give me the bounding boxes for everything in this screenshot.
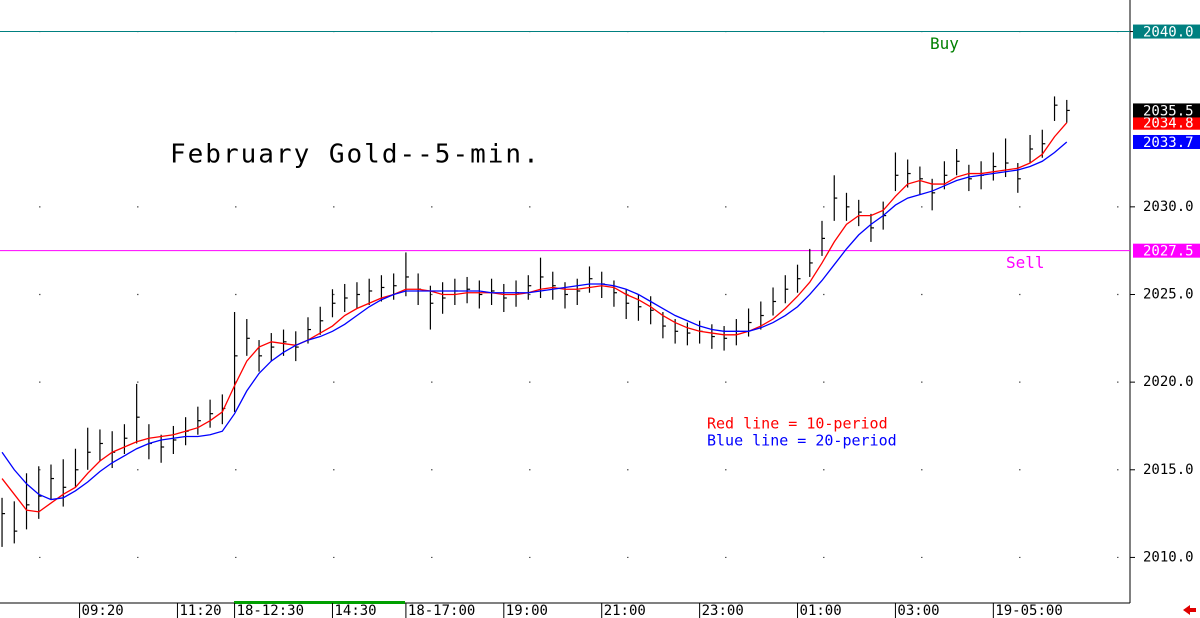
last-value-label: 2035.5 [1143, 103, 1194, 119]
x-tick-label: 14:30 [334, 603, 376, 618]
level-badge [1133, 24, 1200, 39]
last-value-badge [1133, 115, 1200, 130]
moving-average-line [1, 122, 1068, 513]
level-badge-label: 2027.5 [1143, 244, 1194, 260]
annotation: Blue line = 20-period [707, 432, 897, 450]
x-tick-label: 11:20 [179, 603, 221, 618]
x-tick-label: 21:00 [604, 603, 646, 618]
moving-average-line [1, 141, 1068, 501]
x-tick-label: 19-05:00 [995, 603, 1062, 618]
x-tick-label: 18-17:00 [408, 603, 475, 618]
session-highlight [234, 601, 405, 604]
y-tick-label: 2010.0 [1143, 549, 1194, 565]
chart-title: February Gold--5-min. [170, 140, 541, 170]
scroll-arrow[interactable] [1183, 605, 1196, 615]
y-tick-label: 2015.0 [1143, 462, 1194, 478]
last-value-label: 2033.7 [1143, 135, 1194, 151]
last-value-badge [1133, 134, 1200, 149]
y-tick-label: 2025.0 [1143, 286, 1194, 302]
x-tick-label: 09:20 [82, 603, 124, 618]
x-tick-label: 18-12:30 [237, 603, 304, 618]
level-name: Sell [1006, 253, 1045, 272]
y-tick-label: 2020.0 [1143, 374, 1194, 390]
x-tick-label: 19:00 [506, 603, 548, 618]
x-tick-label: 03:00 [897, 603, 939, 618]
level-badge-label: 2040.0 [1143, 25, 1194, 41]
x-tick-label: 01:00 [800, 603, 842, 618]
last-value-badge [1133, 103, 1200, 118]
last-value-label: 2034.8 [1143, 116, 1194, 132]
annotation: Red line = 10-period [707, 415, 888, 433]
level-name: Buy [930, 34, 959, 53]
y-tick-label: 2030.0 [1143, 199, 1194, 215]
x-tick-label: 23:00 [702, 603, 744, 618]
level-badge [1133, 243, 1200, 258]
